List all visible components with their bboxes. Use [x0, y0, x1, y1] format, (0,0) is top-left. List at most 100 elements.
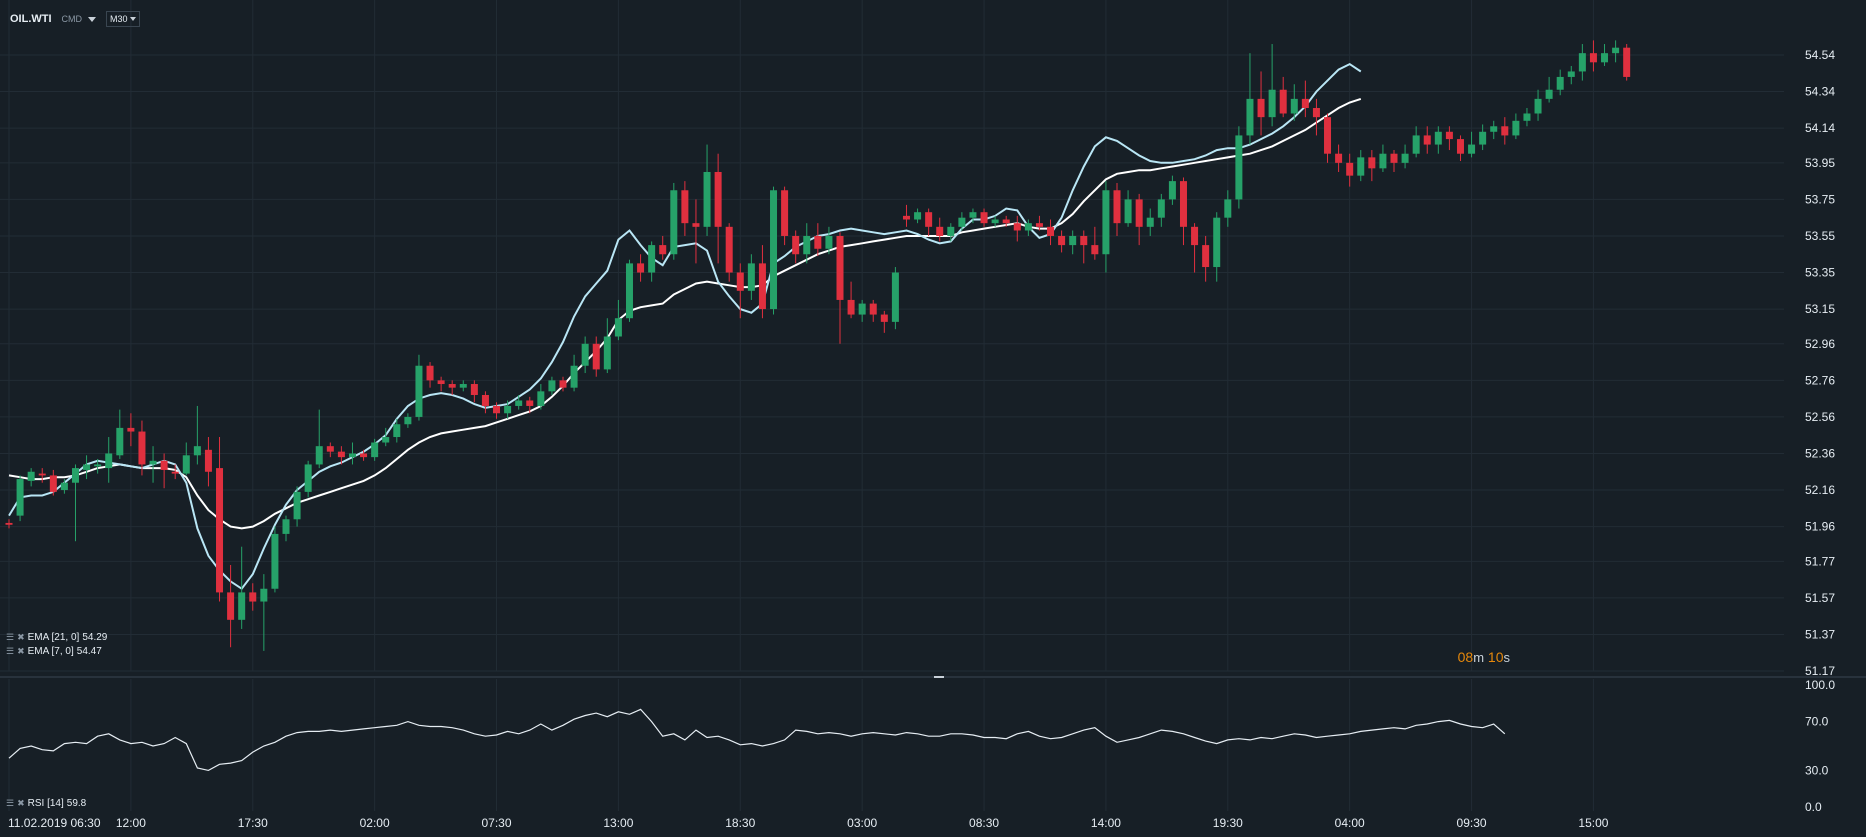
candle-up: [1357, 157, 1365, 176]
indicator-ema7-value: 54.47: [76, 646, 102, 657]
candle-up: [94, 464, 102, 467]
candle-up: [747, 263, 755, 291]
candle-up: [393, 424, 401, 438]
candle-down: [559, 380, 567, 388]
price-tick-label: 53.95: [1805, 156, 1835, 170]
candle-down: [792, 235, 800, 255]
candle-up: [570, 365, 578, 388]
rsi-tick-label: 70.0: [1805, 715, 1829, 729]
time-tick-label: 09:30: [1457, 816, 1487, 830]
candle-up: [1545, 89, 1553, 99]
candle-down: [1179, 181, 1187, 227]
candle-up: [1512, 120, 1520, 136]
price-tick-label: 53.35: [1805, 266, 1835, 280]
candle-up: [625, 263, 633, 319]
time-tick-label: 02:00: [360, 816, 390, 830]
candle-down: [1346, 162, 1354, 176]
candle-down: [1191, 226, 1199, 246]
candle-down: [360, 453, 368, 458]
candle-down: [781, 190, 789, 236]
countdown-sec-unit: s: [1503, 650, 1511, 665]
candle-up: [182, 455, 190, 474]
candle-up: [1224, 199, 1232, 218]
price-tick-label: 51.77: [1805, 554, 1835, 568]
time-tick-label: 14:00: [1091, 816, 1121, 830]
price-tick-label: 54.14: [1805, 121, 1835, 135]
candle-down: [216, 468, 224, 593]
candle-up: [858, 303, 866, 315]
time-tick-label: 08:30: [969, 816, 999, 830]
candle-up: [1523, 113, 1531, 121]
candle-up: [515, 400, 523, 406]
settings-icon[interactable]: ☰: [6, 798, 15, 808]
close-icon[interactable]: ✖: [17, 646, 25, 656]
candle-down: [736, 272, 744, 291]
candle-down: [1335, 153, 1343, 163]
price-tick-label: 51.96: [1805, 520, 1835, 534]
candle-up: [770, 190, 778, 310]
timeframe-label: M30: [110, 14, 128, 24]
candle-down: [1202, 245, 1210, 268]
rsi-tick-label: 100.0: [1805, 678, 1835, 692]
timeframe-dropdown[interactable]: M30: [106, 11, 140, 27]
settings-icon[interactable]: ☰: [6, 632, 15, 642]
candle-up: [415, 365, 423, 417]
candle-up: [271, 533, 279, 589]
candle-up: [1024, 223, 1032, 231]
settings-icon[interactable]: ☰: [6, 646, 15, 656]
candle-down: [1013, 223, 1021, 231]
candle-up: [304, 464, 312, 492]
candle-up: [891, 272, 899, 322]
price-tick-label: 52.56: [1805, 410, 1835, 424]
candle-down: [637, 263, 645, 273]
candle-up: [1612, 47, 1620, 54]
candle-up: [382, 437, 390, 443]
symbol-label[interactable]: OIL.WTI: [10, 13, 52, 25]
price-tick-label: 54.54: [1805, 48, 1835, 62]
candle-down: [204, 449, 212, 472]
pane-resize-handle[interactable]: [934, 676, 944, 678]
candle-up: [71, 468, 79, 483]
rsi-layer: [8, 708, 1506, 772]
candle-up: [27, 471, 35, 481]
indicator-rsi: ☰ ✖ RSI [14] 59.8: [6, 798, 86, 809]
candle-up: [581, 343, 589, 366]
candle-down: [1501, 126, 1509, 136]
candle-up: [1246, 98, 1254, 136]
time-tick-label: 11.02.2019 06:30: [8, 816, 101, 830]
price-tick-label: 53.55: [1805, 229, 1835, 243]
candle-down: [659, 245, 667, 255]
time-tick-label: 18:30: [725, 816, 755, 830]
candle-up: [825, 235, 833, 249]
candle-up: [703, 171, 711, 227]
indicator-ema7: ☰ ✖ EMA [7, 0] 54.47: [6, 646, 102, 657]
candle-up: [537, 391, 545, 406]
time-tick-label: 03:00: [847, 816, 877, 830]
close-icon[interactable]: ✖: [17, 798, 25, 808]
candle-down: [836, 235, 844, 300]
close-icon[interactable]: ✖: [17, 632, 25, 642]
price-tick-label: 51.17: [1805, 664, 1835, 678]
candle-down: [936, 226, 944, 236]
candle-down: [448, 384, 456, 388]
candle-up: [116, 427, 124, 456]
candle-down: [725, 226, 733, 273]
countdown-min-unit: m: [1473, 650, 1485, 665]
candle-up: [238, 592, 246, 620]
candle-up: [1556, 76, 1564, 90]
candle-down: [326, 446, 334, 452]
candle-down: [814, 235, 822, 249]
rsi-line: [8, 708, 1506, 772]
time-tick-label: 04:00: [1335, 816, 1365, 830]
candle-down: [493, 405, 501, 414]
rsi-axis: 100.0 70.0 30.0 0.0: [1805, 678, 1835, 814]
candle-down: [1445, 131, 1453, 140]
candle-down: [1589, 53, 1597, 63]
cmd-dropdown[interactable]: CMD: [62, 14, 97, 24]
candle-down: [470, 384, 478, 395]
candle-down: [127, 427, 135, 432]
candle-down: [1390, 153, 1398, 163]
price-tick-label: 52.76: [1805, 373, 1835, 387]
cmd-label: CMD: [61, 14, 83, 24]
